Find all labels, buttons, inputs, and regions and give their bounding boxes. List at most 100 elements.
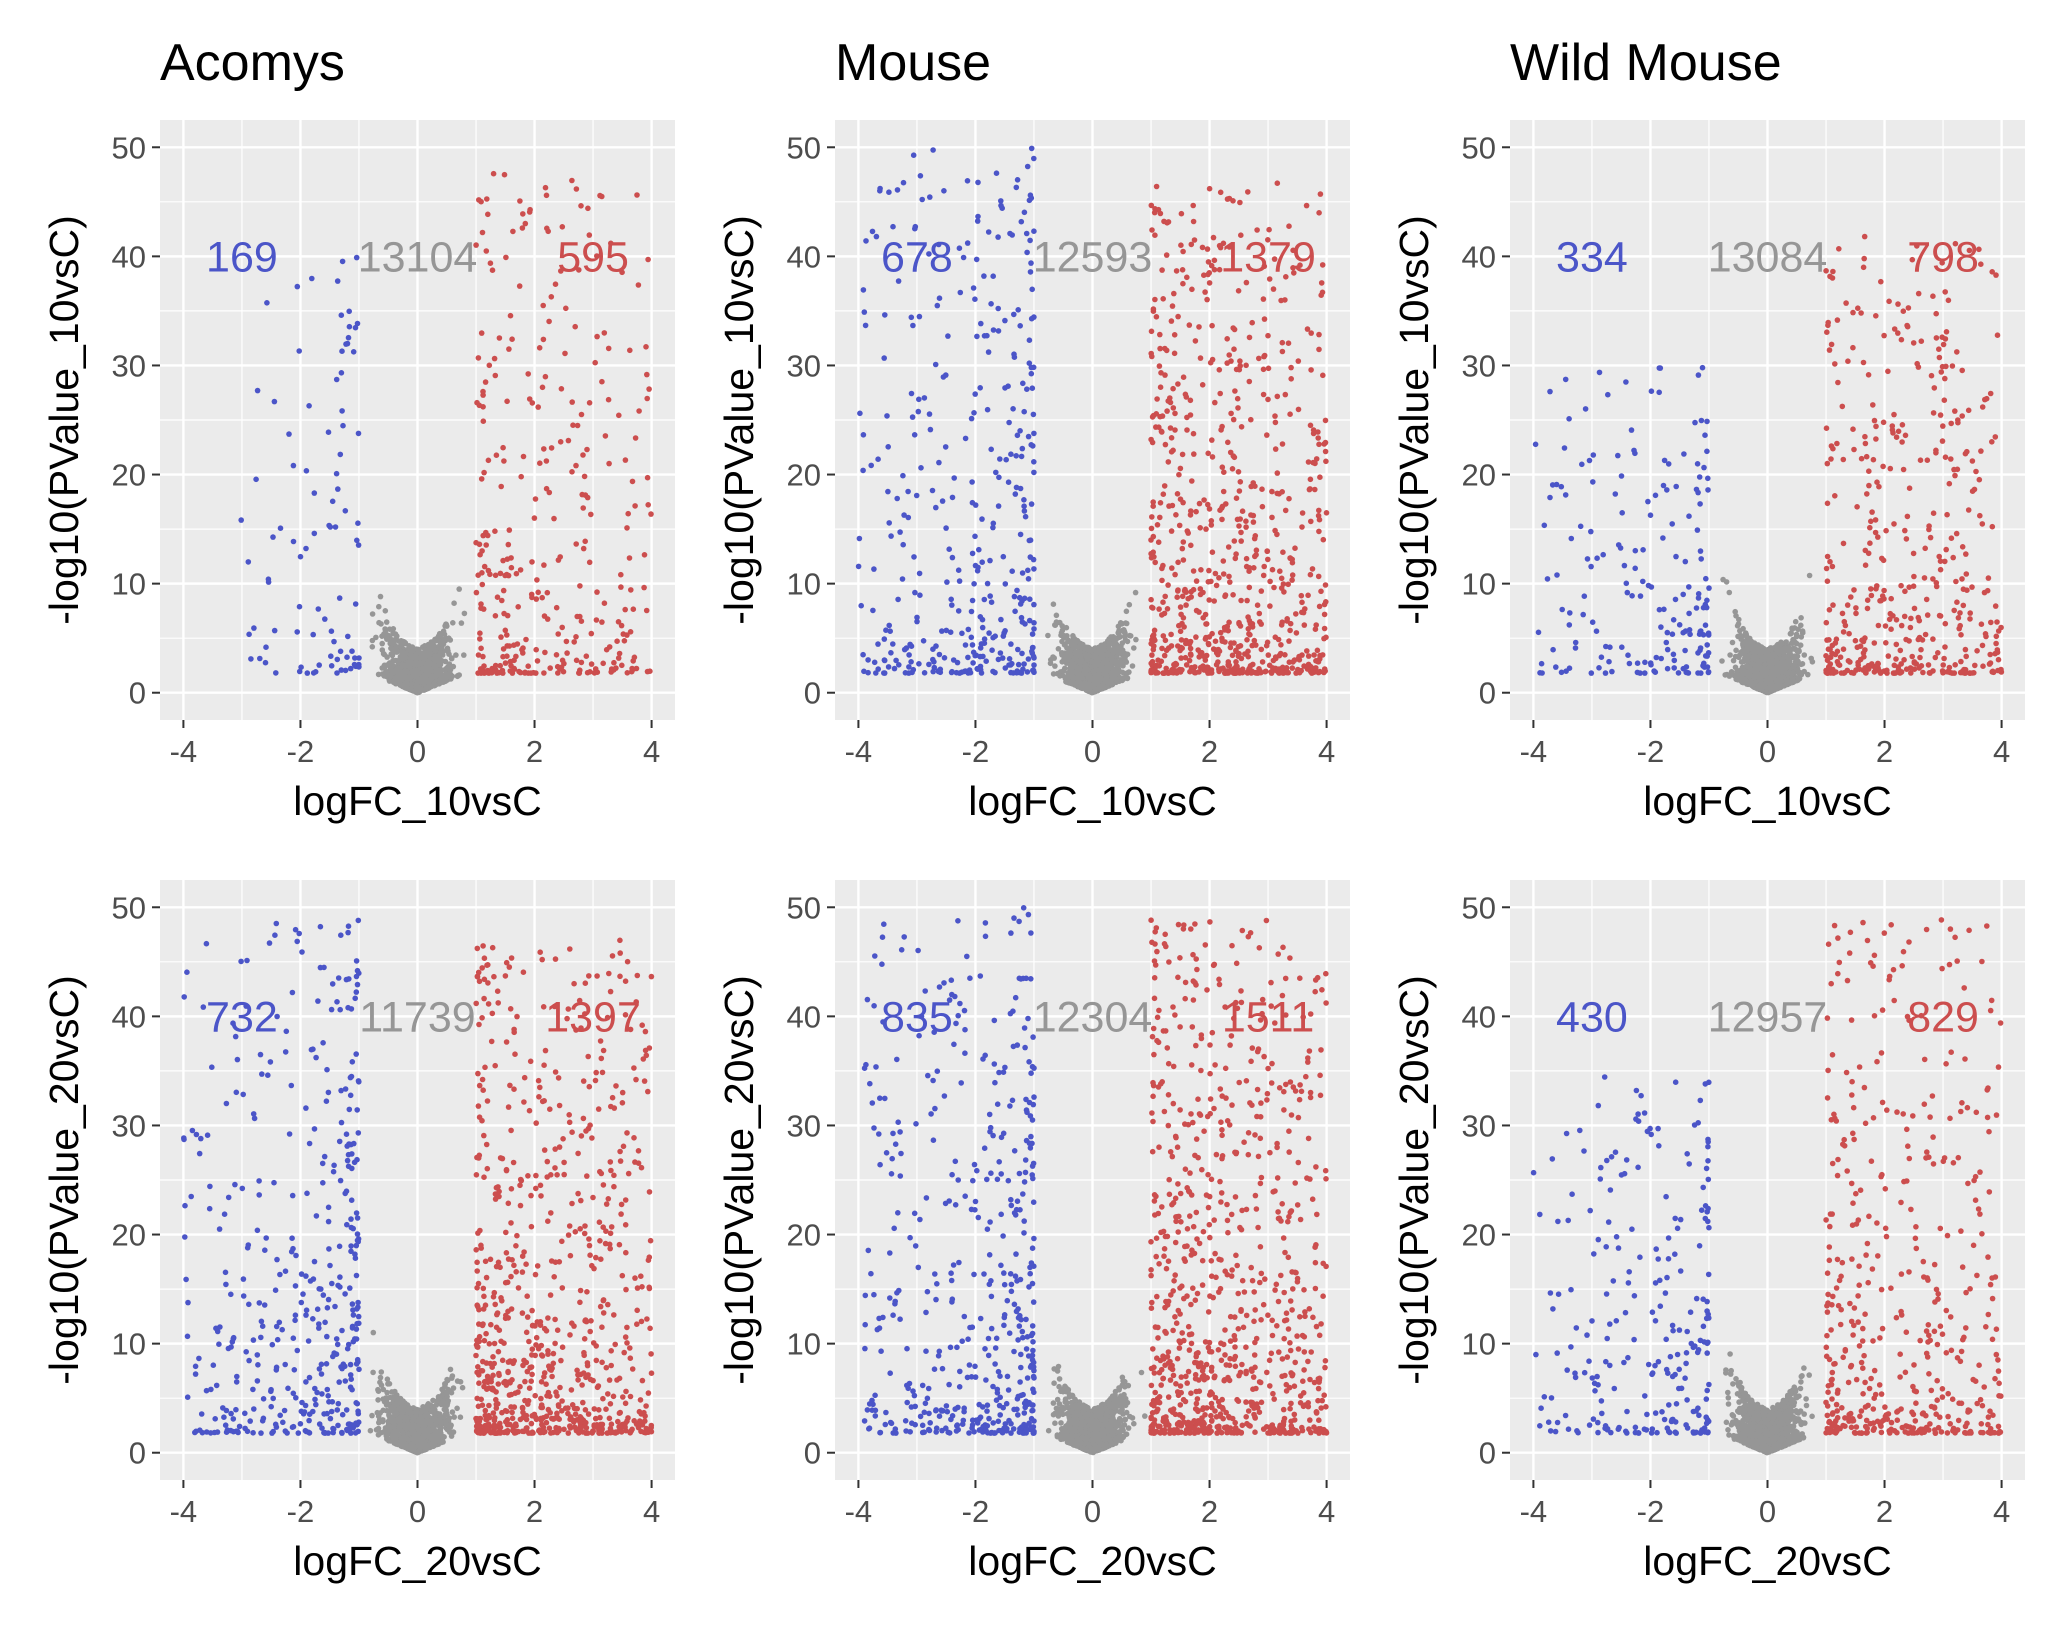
point-up-regulated bbox=[1253, 670, 1260, 676]
point-down-regulated bbox=[899, 576, 906, 582]
point-down-regulated bbox=[1031, 469, 1037, 476]
point-up-regulated bbox=[504, 643, 511, 649]
point-up-regulated bbox=[572, 323, 578, 330]
point-down-regulated bbox=[310, 631, 317, 638]
point-up-regulated bbox=[574, 422, 581, 429]
point-up-regulated bbox=[1181, 588, 1188, 594]
point-up-regulated bbox=[1824, 460, 1831, 467]
point-down-regulated bbox=[1671, 665, 1677, 671]
point-down-regulated bbox=[322, 616, 328, 622]
point-down-regulated bbox=[972, 652, 978, 659]
point-down-regulated bbox=[1602, 670, 1609, 676]
point-down-regulated bbox=[931, 659, 937, 665]
point-up-regulated bbox=[1246, 378, 1253, 385]
point-down-regulated bbox=[1029, 286, 1035, 293]
point-up-regulated bbox=[1314, 647, 1321, 654]
point-down-regulated bbox=[1594, 555, 1600, 561]
point-down-regulated bbox=[310, 670, 317, 676]
point-up-regulated bbox=[501, 171, 508, 178]
point-up-regulated bbox=[1860, 359, 1867, 366]
point-up-regulated bbox=[578, 618, 585, 624]
point-down-regulated bbox=[1572, 639, 1579, 646]
point-up-regulated bbox=[618, 584, 624, 590]
point-down-regulated bbox=[929, 487, 936, 494]
point-down-regulated bbox=[1670, 651, 1677, 658]
point-up-regulated bbox=[1184, 427, 1190, 433]
point-down-regulated bbox=[1634, 669, 1641, 676]
point-up-regulated bbox=[1275, 636, 1282, 643]
point-down-regulated bbox=[1021, 209, 1028, 216]
point-down-regulated bbox=[998, 198, 1004, 204]
point-up-regulated bbox=[1172, 571, 1178, 578]
point-up-regulated bbox=[1170, 405, 1177, 411]
point-up-regulated bbox=[1225, 439, 1231, 446]
point-up-regulated bbox=[1148, 436, 1154, 443]
panel-title: Mouse bbox=[835, 34, 991, 92]
point-not-significant bbox=[1069, 664, 1076, 671]
point-down-regulated bbox=[888, 650, 894, 656]
point-down-regulated bbox=[296, 668, 303, 675]
point-up-regulated bbox=[1951, 607, 1957, 614]
point-up-regulated bbox=[1279, 619, 1285, 625]
point-up-regulated bbox=[573, 462, 579, 469]
point-down-regulated bbox=[1566, 622, 1573, 628]
point-up-regulated bbox=[592, 359, 598, 366]
y-tick-label: 50 bbox=[787, 130, 821, 165]
point-down-regulated bbox=[1008, 451, 1014, 458]
point-down-regulated bbox=[960, 254, 967, 261]
point-up-regulated bbox=[532, 496, 539, 502]
point-not-significant bbox=[1124, 675, 1131, 682]
point-down-regulated bbox=[1680, 591, 1686, 598]
point-down-regulated bbox=[1612, 491, 1619, 497]
point-up-regulated bbox=[1176, 522, 1183, 529]
point-up-regulated bbox=[1274, 531, 1280, 538]
point-down-regulated bbox=[927, 194, 933, 200]
point-down-regulated bbox=[1026, 197, 1033, 204]
point-down-regulated bbox=[949, 602, 955, 608]
point-up-regulated bbox=[1276, 666, 1282, 672]
x-tick-label: 0 bbox=[409, 734, 426, 769]
point-up-regulated bbox=[1908, 615, 1914, 622]
point-up-regulated bbox=[1186, 322, 1193, 328]
point-down-regulated bbox=[972, 391, 978, 397]
point-up-regulated bbox=[1858, 310, 1864, 316]
y-tick-label: 10 bbox=[112, 567, 146, 602]
point-down-regulated bbox=[990, 327, 997, 333]
point-up-regulated bbox=[1948, 456, 1954, 462]
point-up-regulated bbox=[1149, 353, 1155, 360]
point-up-regulated bbox=[1244, 637, 1250, 643]
point-down-regulated bbox=[1021, 661, 1027, 667]
point-up-regulated bbox=[1157, 345, 1163, 352]
point-up-regulated bbox=[1193, 578, 1200, 584]
point-up-regulated bbox=[1923, 596, 1930, 603]
point-down-regulated bbox=[1590, 479, 1596, 485]
point-not-significant bbox=[444, 648, 451, 655]
point-down-regulated bbox=[1549, 482, 1556, 488]
point-down-regulated bbox=[1558, 483, 1565, 490]
point-up-regulated bbox=[543, 485, 550, 492]
point-up-regulated bbox=[644, 371, 650, 378]
point-not-significant bbox=[456, 672, 463, 678]
point-up-regulated bbox=[1871, 417, 1878, 424]
point-up-regulated bbox=[1305, 592, 1311, 599]
point-down-regulated bbox=[1664, 665, 1671, 672]
point-up-regulated bbox=[1206, 185, 1213, 192]
point-down-regulated bbox=[911, 432, 918, 438]
point-not-significant bbox=[1045, 632, 1051, 639]
point-up-regulated bbox=[1940, 662, 1946, 668]
point-down-regulated bbox=[286, 431, 292, 437]
count-not-significant: 13104 bbox=[358, 233, 478, 281]
point-up-regulated bbox=[475, 572, 482, 578]
point-down-regulated bbox=[355, 430, 362, 437]
point-up-regulated bbox=[1232, 555, 1239, 562]
point-up-regulated bbox=[1318, 280, 1325, 286]
point-down-regulated bbox=[984, 580, 991, 587]
point-up-regulated bbox=[1196, 324, 1202, 330]
point-not-significant bbox=[1132, 589, 1139, 596]
point-up-regulated bbox=[1193, 508, 1199, 515]
point-up-regulated bbox=[616, 412, 622, 419]
point-up-regulated bbox=[527, 206, 533, 213]
point-down-regulated bbox=[1704, 664, 1711, 670]
point-down-regulated bbox=[890, 223, 896, 230]
point-down-regulated bbox=[1009, 568, 1015, 574]
